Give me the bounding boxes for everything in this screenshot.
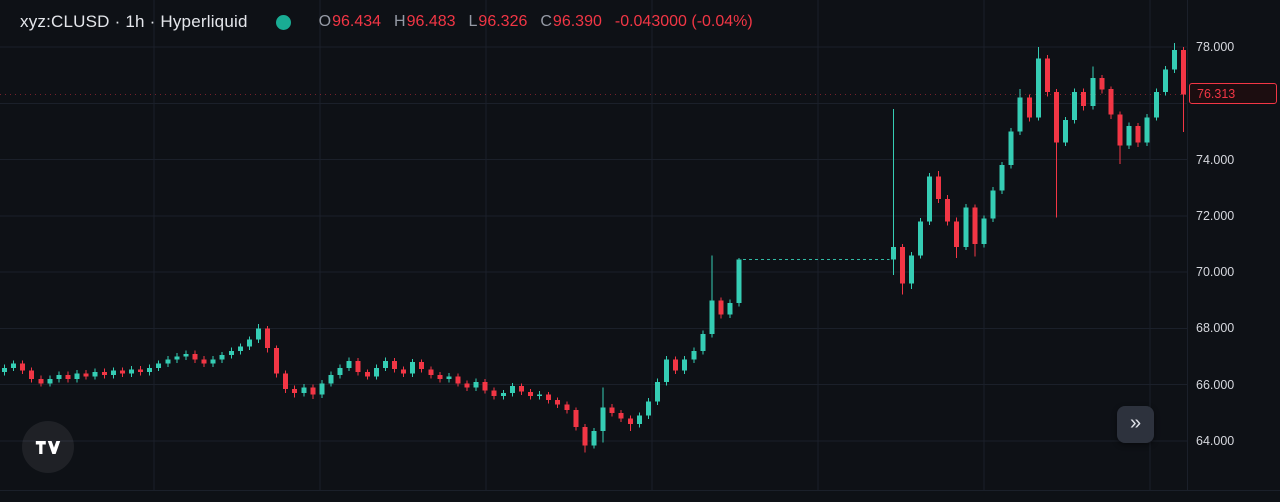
close-label: C <box>540 13 552 30</box>
y-axis-label: 66.000 <box>1196 378 1235 392</box>
double-chevron-right-icon: » <box>1129 412 1142 434</box>
y-axis-label: 70.000 <box>1196 265 1235 279</box>
low-label: L <box>468 13 478 30</box>
tradingview-logo[interactable] <box>22 421 74 473</box>
symbol-title[interactable]: xyz:CLUSD · 1h · Hyperliquid <box>20 12 248 31</box>
ohlc-values: O96.434 H96.483 L96.326 C96.390 -0.04300… <box>319 13 753 31</box>
open-value: 96.434 <box>332 13 382 30</box>
high-value: 96.483 <box>406 13 456 30</box>
y-axis-label: 64.000 <box>1196 434 1235 448</box>
y-axis-label: 78.000 <box>1196 40 1235 54</box>
close-value: 96.390 <box>552 13 602 30</box>
market-status-dot-icon[interactable] <box>275 14 291 30</box>
chart-legend: xyz:CLUSD · 1h · Hyperliquid O96.434 H96… <box>20 0 753 44</box>
last-price-label: 76.313 <box>1189 83 1277 104</box>
collapse-toolbar-button[interactable]: » <box>1117 406 1154 443</box>
y-axis-label: 68.000 <box>1196 321 1235 335</box>
open-label: O <box>318 13 332 30</box>
y-axis-label: 72.000 <box>1196 209 1235 223</box>
y-axis-label: 74.000 <box>1196 153 1235 167</box>
low-value: 96.326 <box>478 13 528 30</box>
high-label: H <box>394 13 406 30</box>
price-axis[interactable]: 76.313 78.000 74.000 72.000 70.000 68.000 66.… <box>1187 0 1280 490</box>
time-axis[interactable] <box>0 490 1280 502</box>
change-value: -0.043000 (-0.04%) <box>614 13 753 30</box>
tradingview-logo-icon <box>35 440 60 454</box>
price-chart-canvas[interactable] <box>0 0 1188 490</box>
